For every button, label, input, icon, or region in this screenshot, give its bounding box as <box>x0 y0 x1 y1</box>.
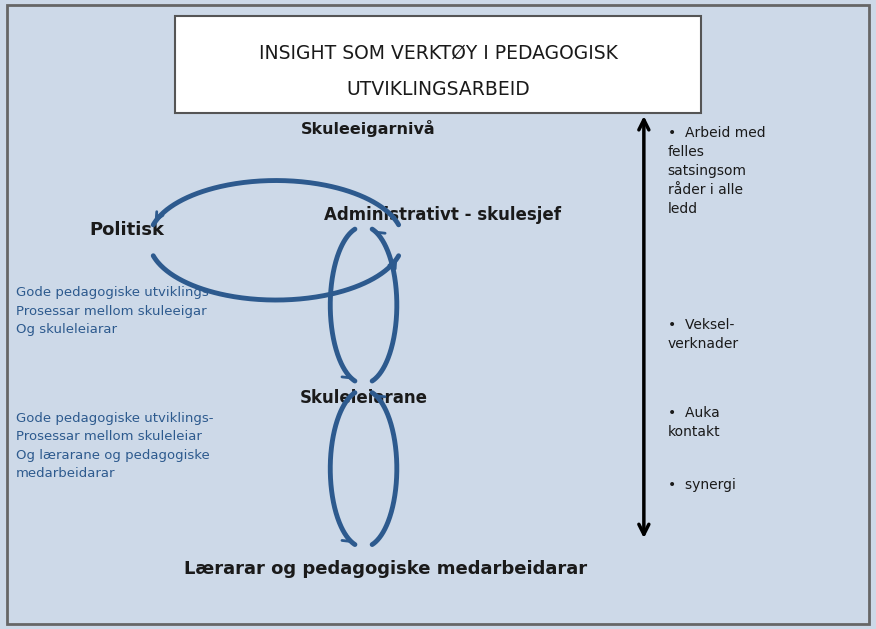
Text: •  Veksel-
verknader: • Veksel- verknader <box>668 318 738 350</box>
Text: Skuleleiarane: Skuleleiarane <box>300 389 427 406</box>
Text: Politisk: Politisk <box>89 221 165 238</box>
Text: •  synergi: • synergi <box>668 478 735 492</box>
Text: •  Arbeid med
felles
satsingsom
råder i alle
ledd: • Arbeid med felles satsingsom råder i a… <box>668 126 765 216</box>
Text: •  Auka
kontakt: • Auka kontakt <box>668 406 720 438</box>
Text: Lærarar og pedagogiske medarbeidarar: Lærarar og pedagogiske medarbeidarar <box>184 560 587 578</box>
Text: Skuleeigarnivå: Skuleeigarnivå <box>300 120 435 138</box>
Text: Gode pedagogiske utviklings-
Prosessar mellom skuleleiar
Og lærarane og pedagogi: Gode pedagogiske utviklings- Prosessar m… <box>16 412 213 481</box>
Text: Administrativt - skulesjef: Administrativt - skulesjef <box>324 206 561 224</box>
FancyBboxPatch shape <box>175 16 701 113</box>
Text: INSIGHT SOM VERKTØY I PEDAGOGISK: INSIGHT SOM VERKTØY I PEDAGOGISK <box>258 44 618 63</box>
Text: UTVIKLINGSARBEID: UTVIKLINGSARBEID <box>346 80 530 99</box>
Text: Gode pedagogiske utviklings-
Prosessar mellom skuleeigar
Og skuleleiarar: Gode pedagogiske utviklings- Prosessar m… <box>16 286 213 336</box>
